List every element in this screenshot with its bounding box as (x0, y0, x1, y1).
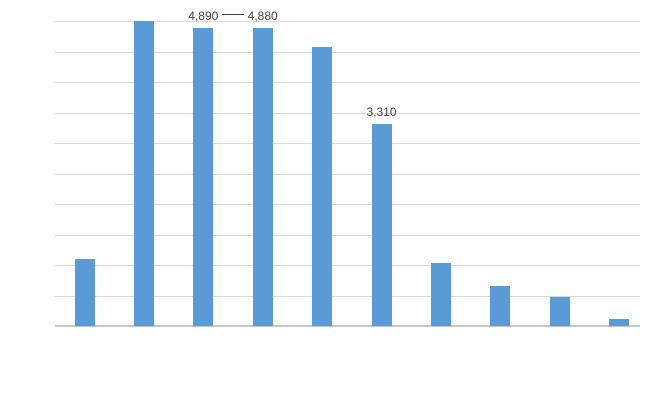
bar-7 (430, 262, 451, 326)
plot-area (55, 21, 640, 327)
bar-2 (133, 21, 154, 326)
gridline (55, 265, 640, 266)
data-label: 4,890 (188, 8, 219, 23)
bar-9 (549, 297, 570, 326)
gridline (55, 234, 640, 236)
gridline (55, 21, 640, 22)
bar-6 (371, 124, 392, 326)
gridline (55, 173, 640, 175)
gridline (55, 51, 640, 53)
data-label: 4,880 (247, 9, 278, 24)
bar-1 (74, 258, 95, 326)
leader-dash (222, 14, 244, 15)
gridline (55, 204, 640, 205)
gridline (55, 295, 640, 297)
gridline (55, 143, 640, 144)
gridline (55, 112, 640, 114)
bar-4 (252, 28, 273, 326)
bar-8 (490, 286, 511, 326)
gridline (55, 82, 640, 83)
x-axis-line (55, 325, 640, 327)
bar-5 (312, 46, 333, 326)
bar-10 (609, 319, 630, 326)
data-label: 3,310 (366, 105, 397, 120)
bar-3 (193, 27, 214, 326)
